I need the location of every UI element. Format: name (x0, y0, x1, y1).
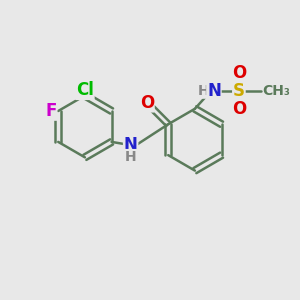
Text: O: O (140, 94, 154, 112)
Text: O: O (232, 64, 246, 82)
Text: N: N (124, 136, 138, 154)
Text: O: O (232, 100, 246, 118)
Text: H: H (125, 150, 136, 164)
Text: CH₃: CH₃ (262, 84, 290, 98)
Text: S: S (233, 82, 245, 100)
Text: H: H (198, 84, 209, 98)
Text: Cl: Cl (76, 81, 94, 99)
Text: F: F (45, 102, 57, 120)
Text: N: N (207, 82, 221, 100)
